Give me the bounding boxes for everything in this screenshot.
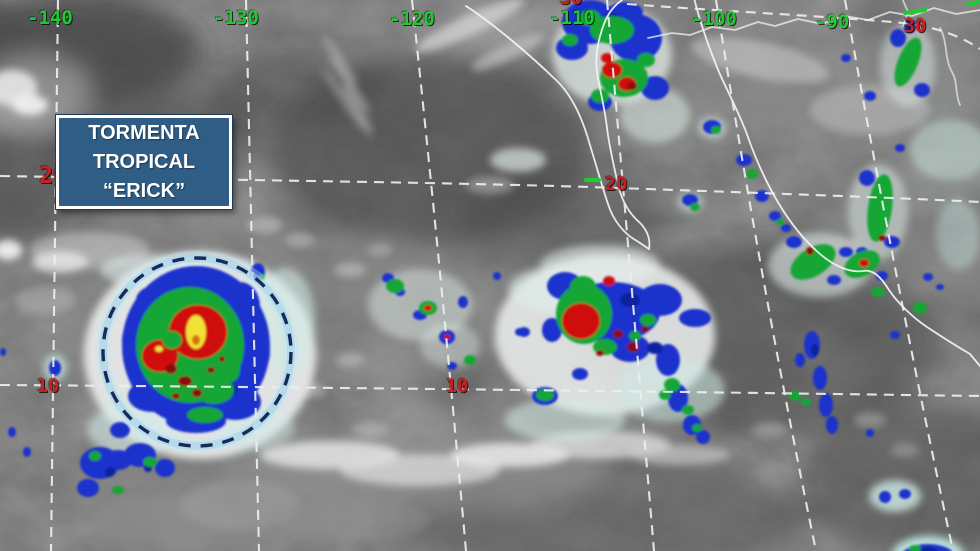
ir-red-cells (142, 53, 869, 372)
storm-title-line-1: TORMENTA (88, 121, 200, 144)
storm-erick-circle (95, 250, 299, 454)
longitude-label-110w: -110 (549, 7, 595, 29)
storm-title-line-3: “ERICK” (102, 179, 186, 202)
ir-yellow-core (155, 315, 206, 352)
latitude-label-10n-left: 10 (36, 375, 60, 397)
storm-title-box: TORMENTA TROPICAL “ERICK” (56, 115, 232, 209)
latitude-label-30n-top-right: 30 (903, 15, 927, 37)
longitude-label-120w: -120 (389, 8, 435, 30)
parallel-30n (626, 2, 980, 50)
baja-west-coastline (465, 5, 650, 250)
longitude-label-90w: -90 (814, 11, 850, 33)
longitude-label-140w: -140 (27, 7, 73, 29)
latitude-label-10n-center: 10 (445, 375, 469, 397)
meridian-110w (605, 0, 656, 551)
coastline-layer (465, 0, 980, 367)
longitude-label-100w: -100 (691, 8, 737, 30)
mainland-coastline (693, 0, 980, 367)
latitude-label-20n-center: 20 (604, 173, 628, 195)
storm-title-line-2: TROPICAL (92, 150, 196, 173)
meridian-140w (49, 0, 60, 551)
baja-east-coastline (595, 0, 651, 250)
longitude-label-130w: -130 (213, 7, 259, 29)
meridian-100w (714, 0, 818, 551)
ir-dark-red-cells (165, 82, 886, 399)
green-tick-marks (584, 0, 980, 182)
river-line (939, 27, 961, 106)
meridian-120w (410, 0, 468, 551)
latitude-label-30n-top-center: 30 (560, 0, 583, 8)
ir-green-notch (162, 331, 182, 349)
parallel-10n (0, 383, 980, 398)
